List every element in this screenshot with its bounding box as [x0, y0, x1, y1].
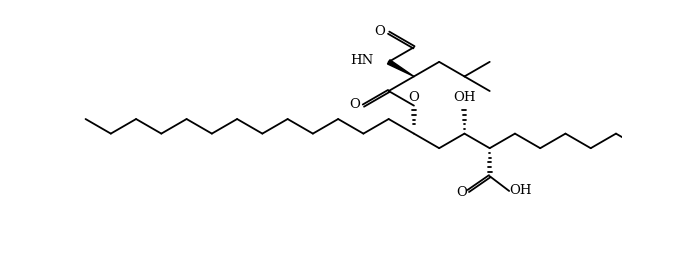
Text: HN: HN — [351, 54, 374, 67]
Text: O: O — [456, 186, 467, 199]
Text: OH: OH — [509, 185, 531, 197]
Polygon shape — [388, 60, 414, 76]
Text: OH: OH — [453, 91, 476, 104]
Text: O: O — [409, 91, 419, 104]
Text: O: O — [349, 98, 360, 111]
Text: O: O — [374, 25, 386, 38]
